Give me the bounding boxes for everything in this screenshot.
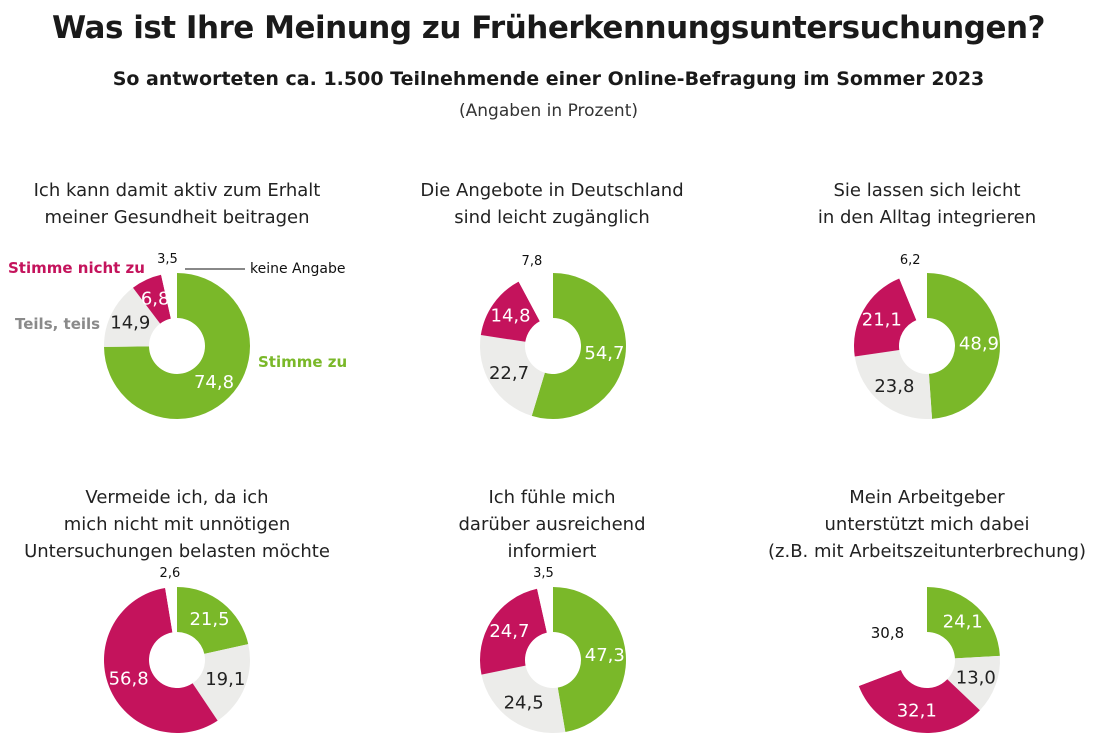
panel-title-6-line-3: (z.B. mit Arbeitszeitunterbrechung) [768,541,1086,562]
panel-title-5-line-3: informiert [507,541,597,562]
panel-title-5: Ich fühle mich darüber ausreichend infor… [382,484,722,565]
panel-title-5-line-1: Ich fühle mich [488,487,616,508]
donut-4-label-teils-teils: 19,1 [205,669,245,690]
legend-stimme-nicht-zu: Stimme nicht zu [8,259,145,277]
donut-5-label-stimme-zu: 47,3 [585,645,625,666]
donut-5-slice-keine-angabe [537,587,553,633]
donut-6-slice-keine-angabe [854,587,927,687]
panel-title-2-line-1: Die Angebote in Deutschland [420,180,684,201]
donut-6-label-teils-teils: 13,0 [956,667,996,688]
panel-title-4-line-2: mich nicht mit unnötigen [63,514,291,535]
donut-4-label-stimme-nicht-zu: 56,8 [109,669,149,690]
donut-2-label-stimme-nicht-zu: 14,8 [491,305,531,326]
panel-title-4-line-1: Vermeide ich, da ich [85,487,269,508]
donut-3-label-stimme-zu: 48,9 [959,334,999,355]
donut-5-slice-stimme-nicht-zu [480,588,547,675]
panel-title-1-line-2: meiner Gesundheit beitragen [44,207,310,228]
donut-5-slice-stimme-zu [553,587,626,732]
donut-4-slice-teils-teils [192,644,250,721]
donut-1-label-stimme-nicht-zu: 6,8 [141,288,170,309]
donut-1-slice-stimme-zu [104,273,250,419]
panel-title-2-line-2: sind leicht zugänglich [454,207,650,228]
donut-5-label-stimme-nicht-zu: 24,7 [489,621,529,642]
donut-3-slice-stimme-nicht-zu [853,278,917,357]
donut-3-slice-teils-teils [854,350,933,419]
donut-3-label-teils-teils: 23,8 [874,376,914,397]
donut-1-label-teils-teils: 14,9 [110,313,150,334]
panel-title-4: Vermeide ich, da ich mich nicht mit unnö… [7,484,347,565]
chart-subtitle: So antworteten ca. 1.500 Teilnehmende ei… [112,68,985,90]
chart-title: Was ist Ihre Meinung zu Früherkennungsun… [51,10,1046,46]
donut-1-slice-keine-angabe [161,273,177,319]
panel-title-3-line-1: Sie lassen sich leicht [833,180,1021,201]
donut-6-label-stimme-nicht-zu: 32,1 [897,700,937,721]
donut-5-label-teils-teils: 24,5 [504,692,544,713]
legend-keine-angabe: keine Angabe [250,261,346,277]
panel-title-3-line-2: in den Alltag integrieren [817,207,1037,228]
donut-4-slice-stimme-zu [177,587,249,654]
panel-title-6: Mein Arbeitgeber unterstützt mich dabei … [752,484,1097,565]
panel-title-3: Sie lassen sich leicht in den Alltag int… [757,177,1097,231]
donut-6-label-keine-angabe: 30,8 [871,624,904,642]
donut-2-slice-stimme-nicht-zu [480,281,540,342]
donut-4-slice-stimme-nicht-zu [103,587,218,733]
donut-5-label-keine-angabe: 3,5 [533,566,554,581]
donut-4-label-stimme-zu: 21,5 [189,609,229,630]
panel-title-4-line-3: Untersuchungen belasten möchte [24,541,330,562]
donut-2-label-keine-angabe: 7,8 [522,254,543,269]
panel-title-5-line-2: darüber ausreichend [458,514,646,535]
donut-6-label-stimme-zu: 24,1 [943,612,983,633]
donut-5-slice-teils-teils [481,665,566,733]
donut-2-slice-stimme-zu [531,273,626,420]
donut-3-slice-keine-angabe [899,273,927,321]
legend-teils-teils: Teils, teils [15,315,101,333]
donut-3-slice-stimme-zu [927,273,1000,419]
donut-2-slice-keine-angabe [518,273,553,322]
donut-1-slice-stimme-nicht-zu [132,274,171,324]
donut-6-slice-stimme-nicht-zu [858,669,980,733]
donut-3-label-stimme-nicht-zu: 21,1 [862,310,902,331]
donut-2-label-stimme-zu: 54,7 [584,343,624,364]
donut-6-slice-stimme-zu [927,587,1000,659]
donut-2-slice-teils-teils [480,335,545,416]
donut-2-label-teils-teils: 22,7 [489,363,529,384]
donut-1-label-stimme-zu: 74,8 [194,372,234,393]
panel-title-6-line-1: Mein Arbeitgeber [849,487,1005,508]
panel-title-2: Die Angebote in Deutschland sind leicht … [382,177,722,231]
panel-title-1: Ich kann damit aktiv zum Erhalt meiner G… [7,177,347,231]
legend-stimme-zu: Stimme zu [258,353,348,371]
donut-6-slice-teils-teils [947,655,1000,711]
donut-1-slice-teils-teils [103,287,161,347]
donut-3-label-keine-angabe: 6,2 [900,253,921,268]
donut-4-slice-keine-angabe [165,587,177,633]
unit-note: (Angaben in Prozent) [459,101,638,121]
donut-4-label-keine-angabe: 2,6 [160,566,181,581]
panel-title-6-line-2: unterstützt mich dabei [824,514,1030,535]
panel-title-1-line-1: Ich kann damit aktiv zum Erhalt [33,180,321,201]
donut-1-label-keine-angabe: 3,5 [157,252,178,267]
